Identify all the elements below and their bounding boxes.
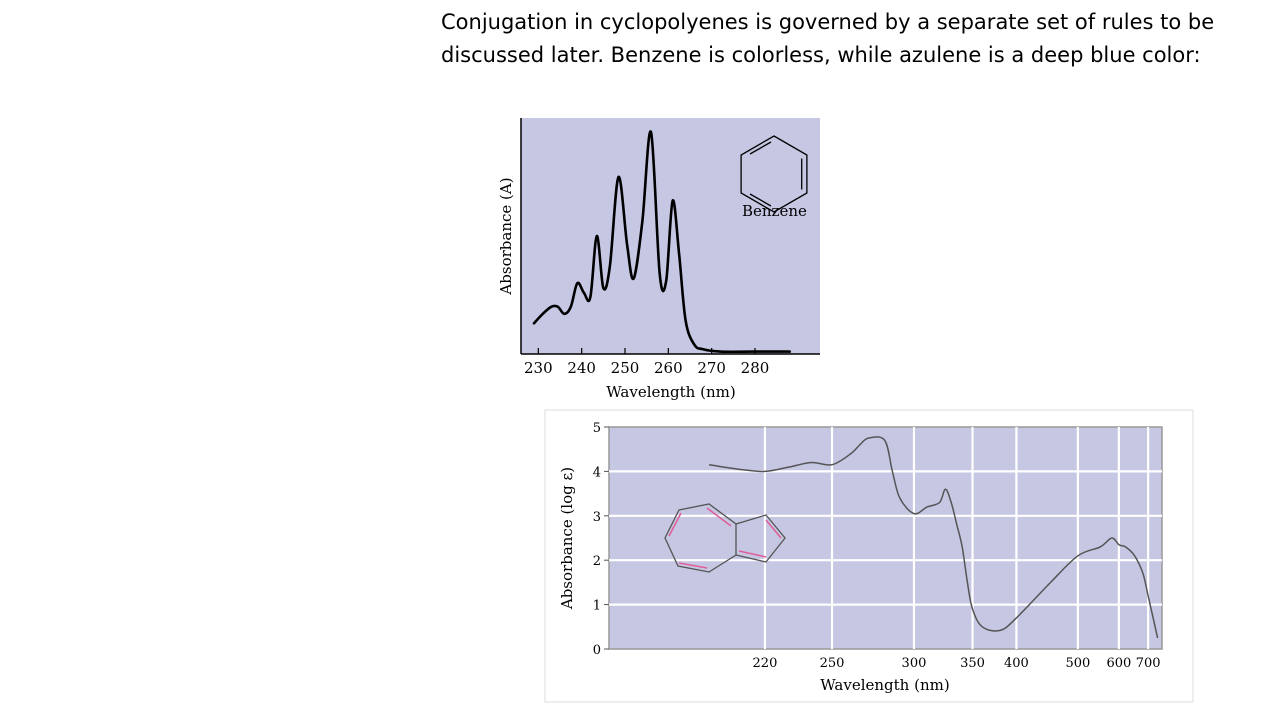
y-tick-label: 1 [593, 599, 601, 614]
y-axis-title: Absorbance (log ε) [558, 467, 576, 610]
azulene-structure-icon [664, 503, 786, 573]
y-tick-label: 3 [593, 510, 601, 525]
slide-text-line-1: Conjugation in cyclopolyenes is governed… [441, 10, 1215, 34]
x-tick-label: 600 [1106, 656, 1131, 671]
x-tick-label: 280 [741, 359, 770, 377]
y-tick-label: 0 [593, 643, 601, 658]
benzene-absorbance-curve [532, 130, 791, 354]
x-tick-label: 260 [654, 359, 683, 377]
x-axis-title: Wavelength (nm) [820, 676, 949, 694]
slide-text-line-2: discussed later. Benzene is colorless, w… [441, 43, 1201, 67]
x-tick-label: 250 [820, 656, 845, 671]
y-tick-label: 5 [593, 421, 601, 436]
x-tick-label: 270 [697, 359, 726, 377]
x-tick-label: 350 [960, 656, 985, 671]
x-tick-label: 700 [1136, 656, 1161, 671]
y-tick-label: 4 [593, 465, 601, 480]
azulene-absorbance-curve [708, 436, 1159, 639]
benzene-ring-icon [740, 135, 808, 213]
azulene-spectrum-chart: 0 1 2 3 4 5 220 250 300 350 400 500 600 700 Wavelengt… [544, 409, 1194, 703]
benzene-spectrum-chart: 230 240 250 260 270 280 Benzene Wavelength (n… [497, 118, 820, 401]
x-tick-label: 220 [753, 656, 778, 671]
x-tick-label: 300 [902, 656, 927, 671]
slide-text: Conjugation in cyclopolyenes is governed… [441, 6, 1271, 72]
y-tick-label: 2 [593, 554, 601, 569]
x-tick-label: 240 [567, 359, 596, 377]
x-axis-title: Wavelength (nm) [606, 383, 735, 401]
y-axis-title: Absorbance (A) [497, 177, 515, 295]
plot-area [608, 426, 1163, 650]
x-tick-label: 500 [1065, 656, 1090, 671]
benzene-label: Benzene [742, 202, 807, 220]
x-tick-label: 230 [524, 359, 553, 377]
x-tick-label: 250 [611, 359, 640, 377]
x-tick-label: 400 [1004, 656, 1029, 671]
